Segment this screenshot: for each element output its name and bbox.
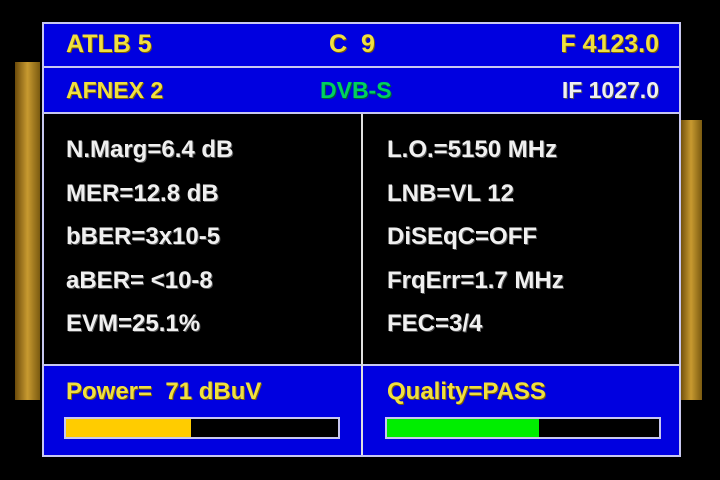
- measurement-right: L.O.=5150 MHz: [387, 136, 558, 163]
- if-frequency: IF 1027.0: [561, 77, 659, 103]
- transponder: AFNEX 2: [66, 77, 164, 103]
- frequency: F 4123.0: [560, 30, 659, 58]
- divider-bottom: [361, 364, 363, 455]
- measurement-right: DiSEqC=OFF: [387, 223, 538, 250]
- signal-meter-panel: ATLB 5 C 9 F 4123.0 AFNEX 2 DVB-S IF 102…: [42, 22, 681, 457]
- measurement-left: bBER=3x10-5: [66, 223, 221, 250]
- quality-bar: [385, 417, 661, 439]
- power-bar-fill: [66, 419, 192, 437]
- power-bar: [64, 417, 340, 439]
- quality-label: Quality=PASS: [387, 378, 546, 405]
- background-video-right: [680, 120, 702, 400]
- power-label: Power= 71 dBuV: [66, 378, 262, 405]
- satellite-name: ATLB 5: [66, 30, 152, 58]
- standard: DVB-S: [320, 77, 392, 103]
- channel: C 9: [329, 30, 375, 58]
- measurement-left: aBER= <10-8: [66, 266, 213, 294]
- measurement-left: EVM=25.1%: [66, 310, 201, 337]
- measurement-right: LNB=VL 12: [387, 179, 514, 207]
- background-video-left: [15, 62, 40, 400]
- header-row-2: AFNEX 2 DVB-S IF 1027.0: [44, 68, 679, 114]
- divider: [361, 114, 363, 455]
- measurement-right: FEC=3/4: [387, 310, 483, 337]
- measurement-left: N.Marg=6.4 dB: [66, 136, 234, 163]
- measurement-right: FrqErr=1.7 MHz: [387, 266, 564, 294]
- header-row-1: ATLB 5 C 9 F 4123.0: [44, 24, 679, 68]
- quality-bar-fill: [387, 419, 540, 437]
- measurement-left: MER=12.8 dB: [66, 179, 219, 207]
